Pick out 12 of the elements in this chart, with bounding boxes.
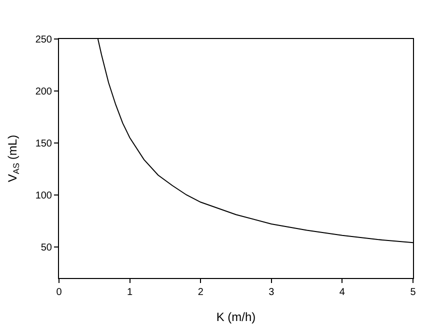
x-axis-title: K (m/h) bbox=[216, 310, 256, 324]
y-tick-label: 150 bbox=[35, 138, 52, 150]
y-tick-label: 100 bbox=[35, 190, 52, 202]
y-tick-label: 250 bbox=[35, 34, 52, 46]
y-tick-label: 200 bbox=[35, 86, 52, 98]
x-tick-label: 2 bbox=[198, 287, 204, 298]
x-tick-label: 0 bbox=[56, 287, 62, 298]
x-tick-label: 3 bbox=[268, 287, 275, 298]
x-tick-label: 5 bbox=[410, 287, 416, 298]
x-tick-label: 1 bbox=[127, 287, 134, 298]
y-tick-label: 50 bbox=[40, 242, 52, 254]
x-tick-label: 4 bbox=[339, 287, 346, 298]
